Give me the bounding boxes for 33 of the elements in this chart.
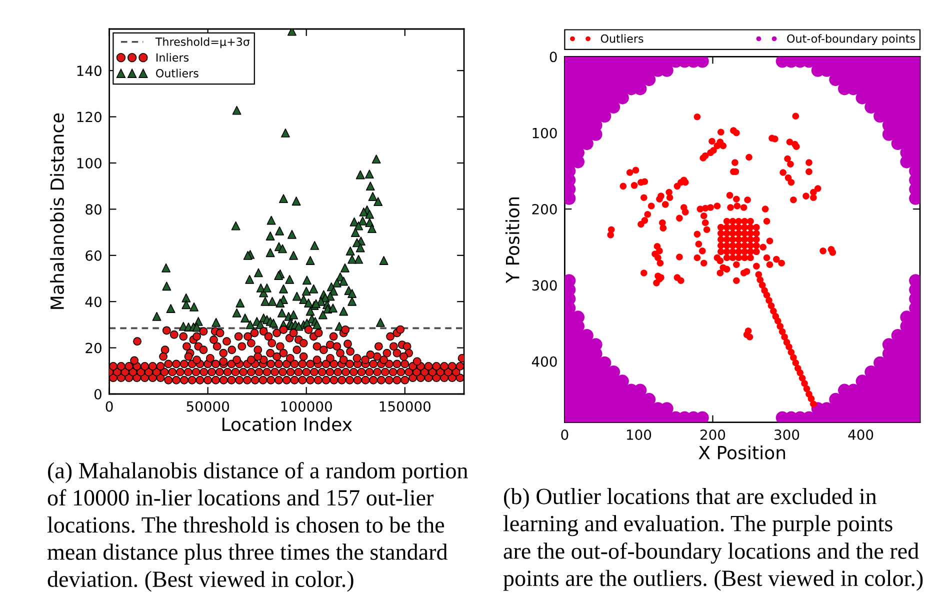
legend-label: Outliers [600,34,644,43]
x-tick-label: 0 [106,401,113,412]
x-tick-label: 50000 [186,401,229,412]
y-tick-label: 200 [532,204,557,215]
y-tick-label: 40 [85,296,102,308]
y-tick-label: 300 [532,280,557,291]
y-tick-label: 80 [86,204,102,215]
y-tick-label: 140 [77,66,102,76]
legend-label: Threshold=μ+3σ [155,37,250,48]
text: (a) Mahalanobis distance of a random portion of 10000 in-lier locations and 157 out-lier locations. The threshold is chosen to be the mean distance plus three times the standard deviation. (Best viewed in color.) [47,462,468,592]
x-tick-label: 100000 [281,401,332,412]
legend-label: Outliers [156,68,198,78]
x-tick-label: 100 [626,429,652,440]
y-tick-label: 0 [550,52,557,62]
y-tick-label: 60 [86,250,102,261]
y-axis-title: Mahalanobis Distance [50,113,64,309]
x-tick-label: 300 [774,429,800,440]
y-tick-label: 400 [532,356,557,367]
text: (b) Outlier locations that are excluded in learning and evaluation. The purple points are the out-of-boundary locations and the red points are the outliers. (Best viewed in color.) [503,488,923,591]
y-tick-label: 100 [77,158,102,168]
x-axis-title: Location Index [222,417,352,432]
x-tick-label: 0 [561,429,568,440]
y-axis-title: Y Position [505,198,520,284]
x-axis-title: X Position [698,445,786,460]
y-tick-label: 100 [532,128,557,138]
x-tick-label: 200 [700,429,726,440]
x-tick-label: 150000 [380,401,430,412]
y-tick-label: 0 [94,388,102,400]
legend-label: Out-of-boundary points [787,34,916,45]
legend-label: Inliers [156,53,189,62]
x-tick-label: 400 [848,429,874,440]
y-tick-label: 120 [77,112,102,122]
y-tick-label: 20 [86,342,102,354]
